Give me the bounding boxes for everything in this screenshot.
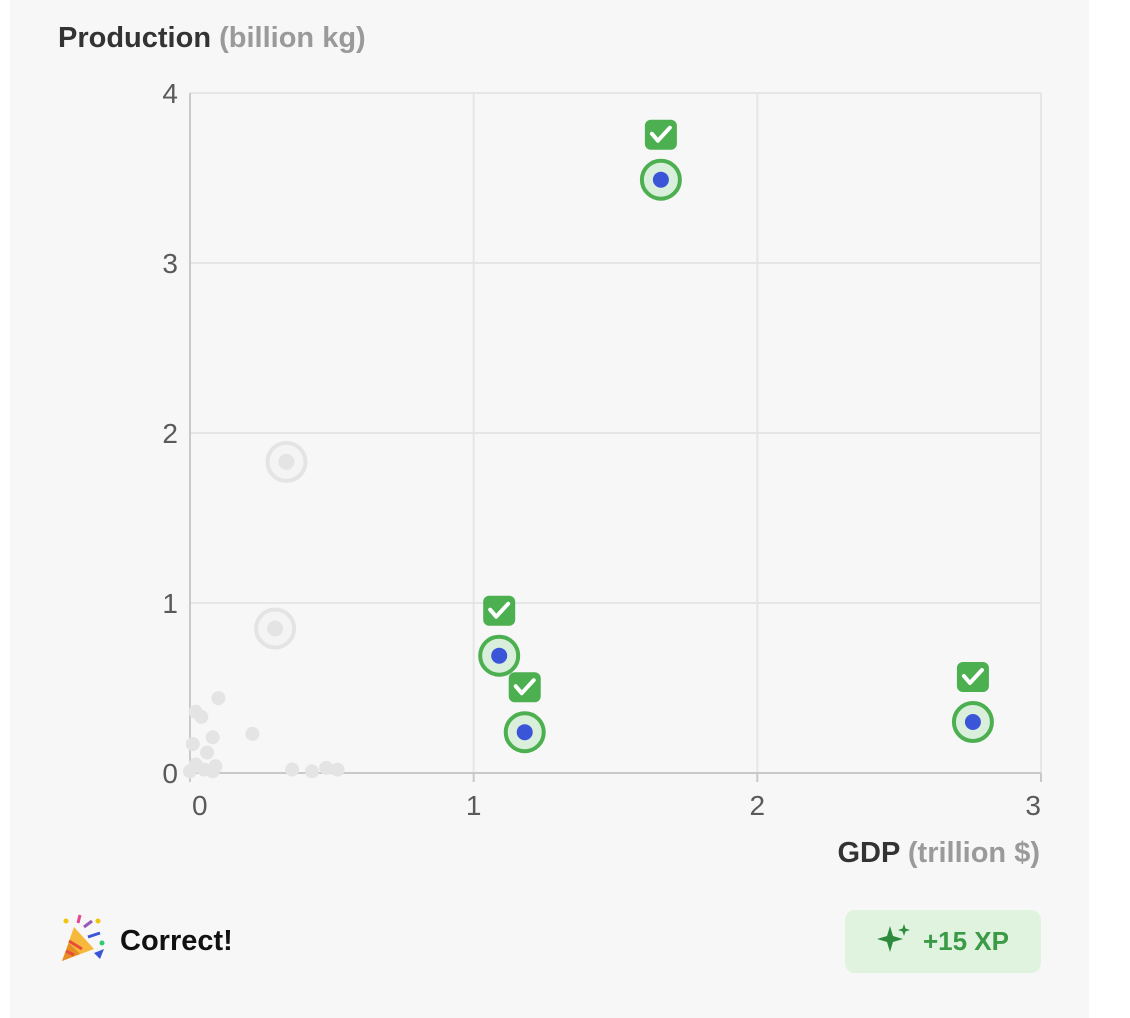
y-tick-label: 4 <box>162 78 178 109</box>
party-popper-icon <box>58 913 106 970</box>
checkmark-icon <box>513 678 536 696</box>
y-tick-label: 1 <box>162 588 178 619</box>
background-point <box>200 745 215 760</box>
faded-target-point <box>267 620 284 637</box>
background-point <box>304 764 319 779</box>
xp-badge: +15 XP <box>845 910 1041 973</box>
x-tick-label: 2 <box>750 790 766 821</box>
selected-point <box>491 647 508 664</box>
result-label: Correct! <box>120 924 233 957</box>
checkmark-icon <box>649 125 672 143</box>
background-point <box>185 737 200 752</box>
checkmark-icon <box>488 601 511 619</box>
y-tick-label: 2 <box>162 418 178 449</box>
sparkle-icon <box>876 922 911 961</box>
x-axis-title: GDP (trillion $) <box>838 837 1041 870</box>
background-point <box>205 764 220 779</box>
x-tick-label: 1 <box>466 790 482 821</box>
x-axis-unit: (trillion $) <box>907 837 1040 869</box>
y-tick-label: 0 <box>162 758 178 789</box>
x-axis-label: GDP <box>837 837 900 869</box>
background-point <box>245 726 260 741</box>
x-tick-label: 0 <box>192 790 208 821</box>
background-point <box>205 730 220 745</box>
selected-point <box>516 724 533 741</box>
background-point <box>285 762 300 777</box>
result-message: Correct! <box>58 913 233 969</box>
selected-point <box>964 714 981 730</box>
background-point <box>330 762 345 777</box>
background-point <box>194 709 209 724</box>
background-point <box>211 691 226 706</box>
background-point <box>319 760 334 775</box>
y-tick-label: 3 <box>162 248 178 279</box>
background-point <box>183 764 197 779</box>
y-axis-label: Production <box>58 22 212 54</box>
selected-point <box>652 171 669 188</box>
y-axis-title: Production (billion kg) <box>58 22 366 55</box>
faded-target-point <box>278 453 295 470</box>
y-axis-unit: (billion kg) <box>219 22 366 54</box>
checkmark-icon <box>961 668 984 685</box>
x-tick-label: 3 <box>1025 790 1041 821</box>
xp-label: +15 XP <box>922 926 1009 956</box>
